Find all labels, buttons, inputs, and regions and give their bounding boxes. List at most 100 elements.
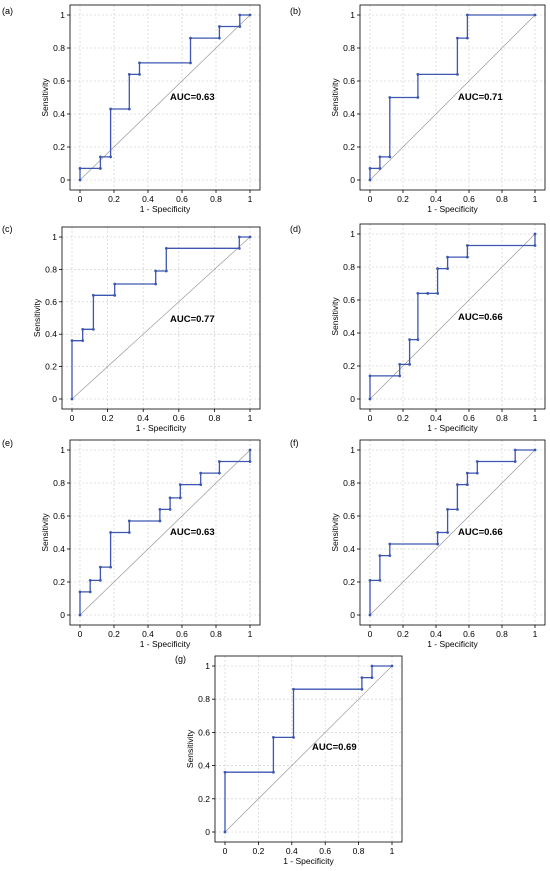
roc-point [436,267,440,271]
roc-point [533,244,537,247]
roc-point [446,267,449,271]
y-tick-label: 0.2 [343,577,355,587]
roc-point [446,255,449,259]
roc-point [446,531,449,534]
y-tick-label: 0.8 [343,43,355,53]
y-tick-label: 0.6 [53,76,65,86]
roc-point [158,508,162,511]
roc-point [388,155,392,159]
roc-point [378,167,382,170]
x-tick-label: 0 [368,413,373,423]
roc-point [91,293,95,297]
roc-point [378,578,382,582]
y-tick-label: 0.2 [198,794,210,804]
roc-point [88,578,92,582]
x-axis-label: 1 - Specificity [427,204,478,214]
x-tick-label: 0.2 [397,194,409,204]
y-tick-label: 1 [60,445,65,455]
x-tick-label: 0.2 [252,846,264,856]
roc-point [446,508,449,511]
roc-point [218,471,221,475]
x-tick-label: 1 [533,194,538,204]
roc-point [78,178,82,182]
x-tick-label: 0.4 [430,194,442,204]
roc-point [189,36,192,40]
panel-label: (g) [175,654,186,664]
roc-panel-b: (b) 0 0.2 0.4 0.6 0.8 1 0 0.2 0.4 0.6 0.8 1 1 - Speci… [290,4,546,214]
roc-point [78,613,82,617]
roc-point [368,178,372,182]
roc-curve [79,450,251,615]
x-tick-label: 1 [390,846,395,856]
roc-point [154,282,158,286]
roc-point [178,483,182,487]
roc-point [416,73,420,76]
y-axis-label: Sensitivity [32,298,42,337]
x-tick-label: 0.2 [108,629,120,639]
panel-label: (c) [2,224,13,234]
roc-point [164,246,168,250]
y-tick-label: 0.4 [343,544,355,554]
roc-point [408,338,411,341]
auc-annotation: AUC=0.66 [458,312,503,323]
roc-point [138,73,141,76]
roc-point [368,167,372,170]
roc-point [248,13,252,17]
x-tick-label: 0.6 [176,194,188,204]
y-tick-label: 1 [205,661,210,671]
y-axis-label: Sensitivity [40,78,50,117]
chance-diagonal [79,449,251,616]
y-tick-label: 0 [205,827,210,837]
roc-point [513,460,517,463]
roc-point [436,531,440,534]
x-tick-label: 0.6 [173,413,185,423]
x-tick-label: 0.2 [397,413,409,423]
x-tick-label: 0.4 [286,846,298,856]
roc-point [218,460,221,463]
y-tick-label: 1 [60,10,65,20]
panel-label: (d) [290,224,301,234]
y-tick-label: 0 [350,610,355,620]
roc-point [109,107,112,111]
roc-point [99,167,102,170]
x-tick-label: 0 [70,413,75,423]
chance-diagonal [369,14,536,181]
roc-point [199,483,203,487]
x-tick-label: 1 [248,413,253,423]
roc-point [465,483,469,487]
plot-frame [214,655,403,843]
panel-label: (b) [290,6,301,16]
roc-point [168,496,172,500]
y-tick-label: 0.8 [343,478,355,488]
chance-diagonal [369,233,536,400]
y-tick-label: 0 [60,610,65,620]
plot-frame [359,439,546,626]
roc-point [465,255,469,259]
roc-point [465,13,469,17]
roc-point [456,483,459,487]
roc-panel-e: (e) 0 0.2 0.4 0.6 0.8 1 0 0.2 0.4 0.6 0.8 1 1 - Speci… [2,438,261,649]
roc-point [408,362,411,366]
roc-point [272,770,275,774]
roc-point [218,25,221,28]
roc-point [426,292,430,295]
roc-point [248,448,252,452]
x-tick-label: 0 [78,629,83,639]
roc-point [99,155,102,159]
x-tick-label: 1 [533,629,538,639]
plot-frame [61,226,261,410]
x-axis-label: 1 - Specificity [427,639,478,649]
plot-frame [359,223,546,410]
roc-point [218,36,221,40]
y-tick-label: 0.2 [53,142,65,152]
panel-label: (f) [290,438,299,448]
x-tick-label: 1 [248,194,253,204]
roc-point [368,397,372,401]
x-tick-label: 0.2 [102,413,114,423]
roc-point [113,293,117,297]
roc-point [164,269,168,273]
y-tick-label: 1 [350,10,355,20]
roc-point [88,590,92,594]
roc-point [99,578,102,582]
roc-point [113,282,117,286]
